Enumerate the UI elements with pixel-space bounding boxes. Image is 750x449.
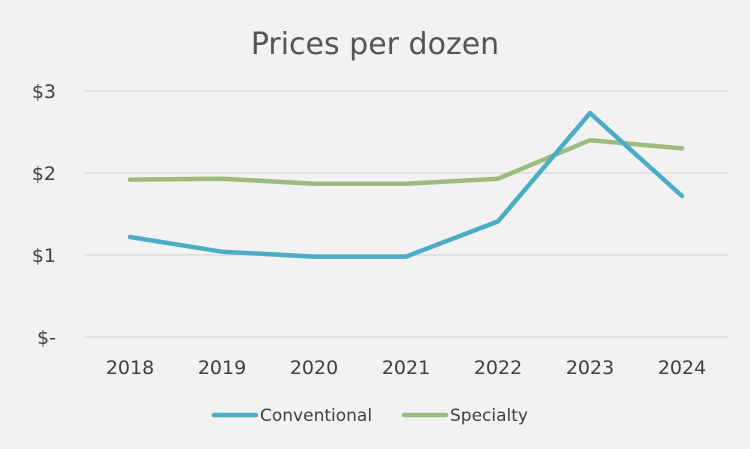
y-axis-tick-labels: $- $1 $2 $3 <box>32 81 56 349</box>
series-line-conventional <box>127 110 685 259</box>
series-line-specialty <box>127 137 685 186</box>
x-tick-label: 2018 <box>106 357 154 379</box>
gridlines <box>84 90 728 338</box>
x-tick-label: 2024 <box>658 357 706 379</box>
legend-label-specialty: Specialty <box>450 406 528 426</box>
x-tick-label: 2023 <box>566 357 614 379</box>
y-tick-label: $- <box>37 327 56 349</box>
x-tick-label: 2019 <box>198 357 246 379</box>
x-tick-label: 2022 <box>474 357 522 379</box>
x-tick-label: 2020 <box>290 357 338 379</box>
x-axis-tick-labels: 2018 2019 2020 2021 2022 2023 2024 <box>106 357 706 379</box>
x-tick-label: 2021 <box>382 357 430 379</box>
legend: Conventional Specialty <box>211 406 528 426</box>
y-tick-label: $3 <box>32 81 56 103</box>
legend-label-conventional: Conventional <box>260 406 372 426</box>
chart-title: Prices per dozen <box>251 27 499 62</box>
y-tick-label: $1 <box>32 245 56 267</box>
data-series <box>127 110 685 259</box>
y-tick-label: $2 <box>32 163 56 185</box>
